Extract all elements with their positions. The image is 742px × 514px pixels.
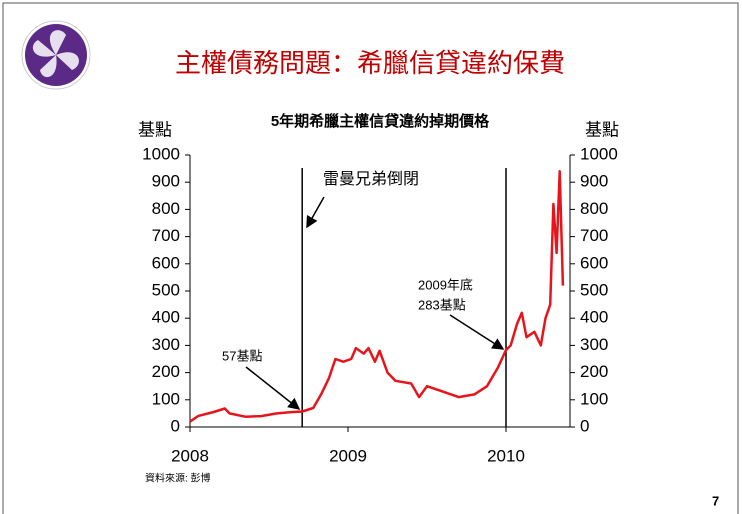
chart-title: 5年期希臘主權信貸違約掉期價格: [271, 112, 490, 130]
y2-tick-label: 700: [580, 226, 608, 245]
y-tick-label: 300: [152, 335, 180, 354]
y-axis-label: 基點: [138, 120, 172, 139]
page-number: 7: [712, 493, 719, 508]
y2-tick-label: 100: [580, 389, 608, 408]
arrow: [245, 366, 301, 410]
arrow: [449, 314, 505, 350]
y-tick-label: 200: [152, 362, 180, 381]
x-tick-label: 2009: [329, 446, 367, 465]
y2-tick-label: 900: [580, 172, 608, 191]
y2-tick-label: 200: [580, 362, 608, 381]
arrow: [306, 196, 325, 229]
annotation: 2009年底: [418, 277, 473, 292]
x-tick-label: 2008: [171, 446, 209, 465]
y-tick-label: 800: [152, 199, 180, 218]
y2-tick-label: 1000: [580, 144, 618, 163]
y2-tick-label: 800: [580, 199, 608, 218]
y-tick-label: 0: [171, 416, 180, 435]
y2-tick-label: 600: [580, 253, 608, 272]
annotation: 雷曼兄弟倒閉: [323, 170, 419, 188]
slide-title: 主權債務問題：希臘信貸違約保費: [175, 48, 565, 78]
source: 資料來源: 彭博: [145, 472, 211, 485]
y-tick-label: 1000: [142, 144, 180, 163]
series-line: [189, 170, 565, 423]
y-tick-label: 700: [152, 226, 180, 245]
y-tick-label: 400: [152, 308, 180, 327]
x-tick-label: 2010: [487, 446, 525, 465]
annotation: 57基點: [222, 348, 262, 363]
annotation: 283基點: [418, 297, 466, 312]
y-tick-label: 600: [152, 253, 180, 272]
y2-tick-label: 400: [580, 308, 608, 327]
y2-tick-label: 300: [580, 335, 608, 354]
y2-tick-label: 0: [580, 416, 589, 435]
y-tick-label: 900: [152, 172, 180, 191]
y2-tick-label: 500: [580, 280, 608, 299]
y-tick-label: 500: [152, 280, 180, 299]
logo: [21, 20, 91, 90]
y2-axis-label: 基點: [585, 120, 619, 139]
y-tick-label: 100: [152, 389, 180, 408]
